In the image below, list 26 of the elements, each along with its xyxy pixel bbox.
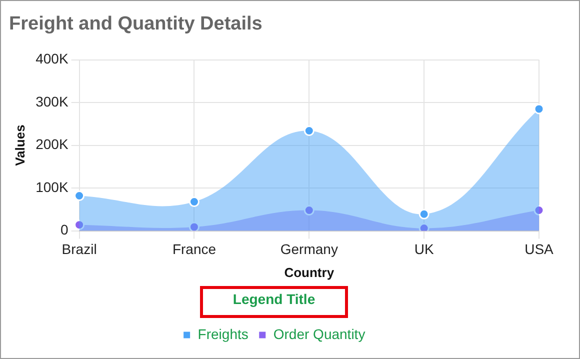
- point: [534, 205, 544, 216]
- legend-label: Order Quantity: [273, 326, 366, 342]
- point: [74, 190, 85, 201]
- x-axis-title: Country: [284, 264, 335, 280]
- y-tick-label: 300K: [36, 93, 69, 110]
- x-tick-label: UK: [414, 241, 434, 258]
- point: [534, 104, 544, 114]
- point: [418, 222, 430, 231]
- y-tick-label: 200K: [36, 136, 69, 152]
- point: [304, 205, 314, 216]
- y-axis-title: Values: [12, 124, 28, 166]
- x-tick-label: France: [172, 241, 216, 258]
- chart-title: Freight and Quantity Details: [9, 14, 262, 35]
- x-tick-label: Germany: [280, 241, 338, 258]
- x-tick-label: Brazil: [62, 241, 97, 258]
- x-tick-label: USA: [524, 241, 554, 258]
- legend-title: Legend Title: [232, 291, 316, 308]
- point: [418, 208, 430, 220]
- y-tick-label: 0: [60, 222, 68, 238]
- y-tick-label: 400K: [36, 50, 69, 67]
- point: [188, 196, 200, 207]
- point: [188, 222, 200, 231]
- y-tick-label: 100K: [36, 178, 69, 195]
- point: [304, 126, 314, 136]
- legend-label: Freights: [198, 326, 248, 342]
- point: [74, 220, 85, 230]
